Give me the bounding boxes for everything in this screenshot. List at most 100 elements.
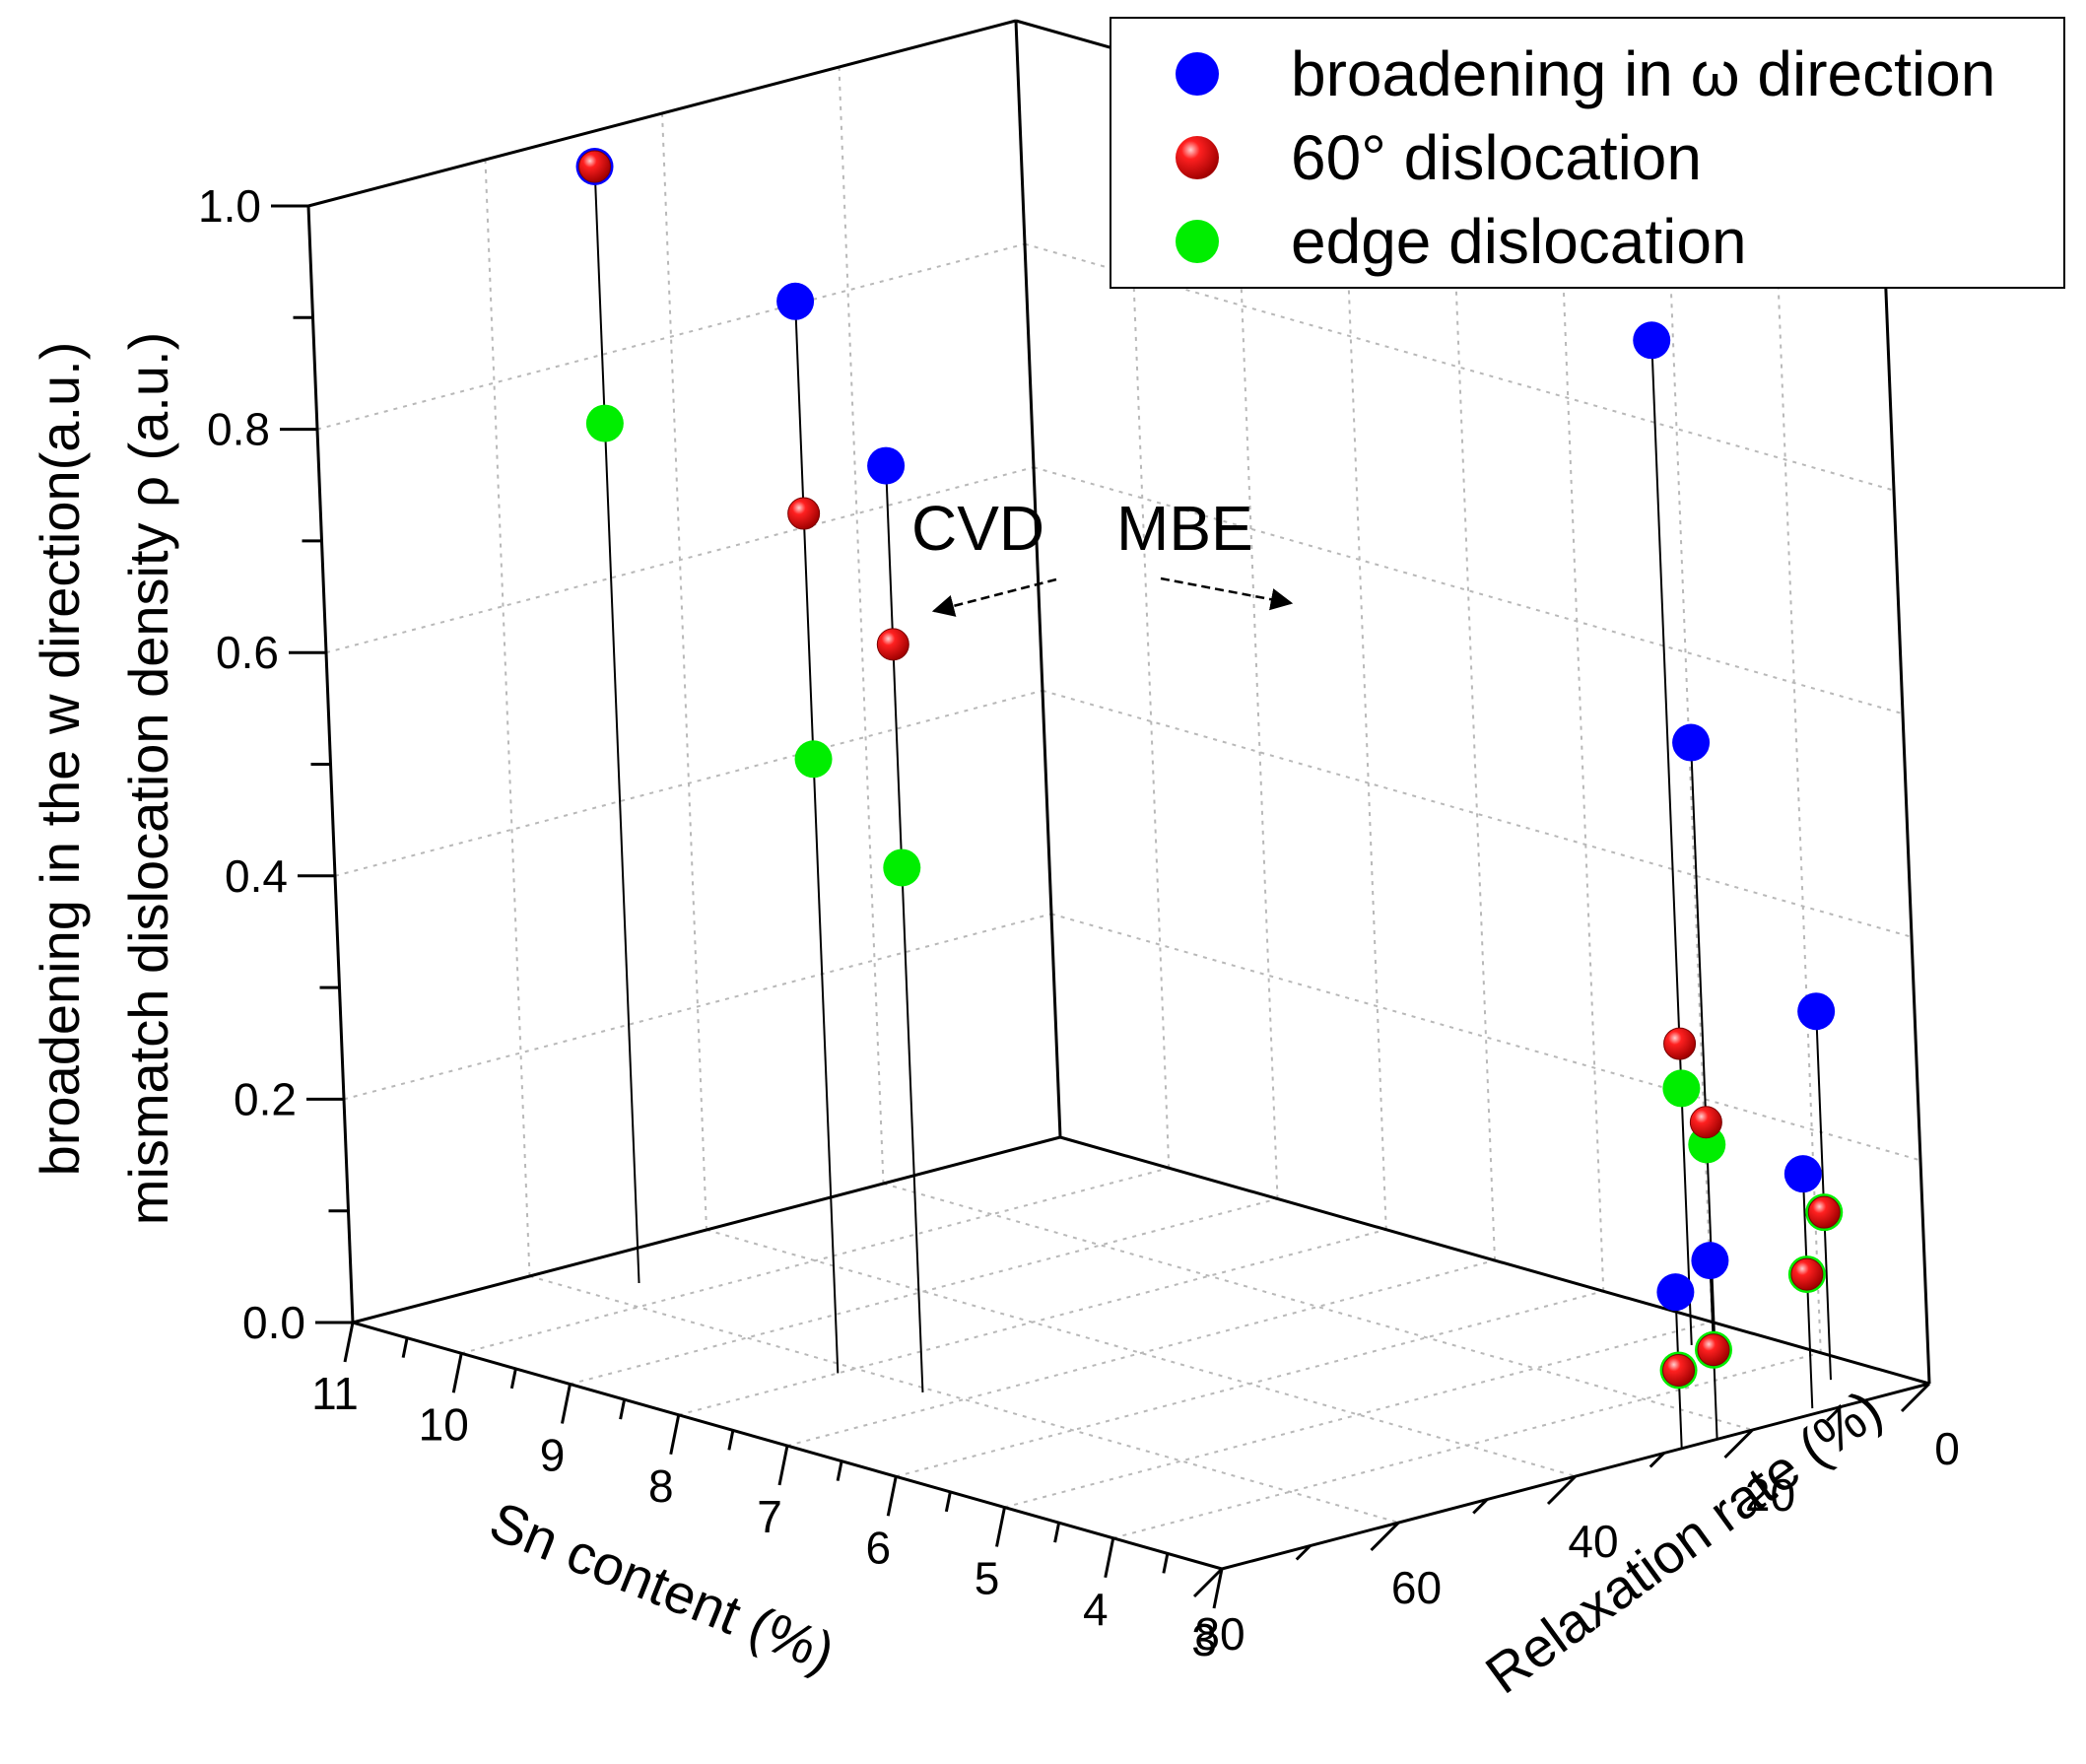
broadening-point bbox=[1633, 321, 1671, 360]
x-tick bbox=[995, 1507, 1006, 1547]
broadening-point bbox=[1691, 1242, 1729, 1280]
x-tick bbox=[669, 1414, 681, 1456]
x-tick bbox=[1212, 1568, 1224, 1609]
legend-box bbox=[1110, 17, 2065, 289]
60-dislocation-point bbox=[787, 497, 821, 530]
60-dislocation-point bbox=[1662, 1353, 1696, 1387]
60-dislocation-point bbox=[1790, 1257, 1824, 1291]
back-corner-edge bbox=[1014, 20, 1062, 1138]
y-tick-label: 0 bbox=[1934, 1423, 1960, 1474]
x-tick-label: 6 bbox=[865, 1522, 891, 1573]
y-tick bbox=[1900, 1382, 1931, 1413]
x-tick-label: 4 bbox=[1083, 1584, 1109, 1635]
y-tick bbox=[1370, 1521, 1400, 1552]
mbe-annotation: MBE bbox=[1116, 493, 1253, 564]
broadening-point bbox=[1672, 723, 1711, 762]
edge-dislocation-point bbox=[883, 848, 921, 887]
drop-line bbox=[885, 465, 924, 1393]
z-tick-label: 0.2 bbox=[234, 1073, 297, 1124]
z-axis-title-line1: broadening in the w direction(a.u.) bbox=[29, 342, 91, 1177]
cvd-arrow bbox=[931, 577, 1057, 617]
x-tick-label: 11 bbox=[311, 1368, 359, 1419]
y-minor-tick bbox=[1472, 1498, 1489, 1515]
60-dislocation-point bbox=[1697, 1333, 1730, 1367]
left-wall-grid-relax bbox=[661, 112, 707, 1231]
x-minor-tick bbox=[727, 1430, 735, 1451]
x-tick bbox=[561, 1384, 572, 1424]
y-minor-tick bbox=[1649, 1452, 1665, 1468]
y-tick-label: 80 bbox=[1194, 1608, 1245, 1660]
z-tick-label: 0.4 bbox=[225, 850, 288, 902]
y-tick bbox=[1546, 1474, 1578, 1506]
left-wall-grid-z bbox=[325, 466, 1035, 654]
axis-ticks: 0.0 0.2 0.4 0.6 0.8 1.0 11 10 9 8 7 6 5 4 3 0 20 40 60 80 bbox=[198, 180, 1960, 1665]
left-wall-grid-relax bbox=[838, 66, 885, 1185]
legend-marker-60-dislocation bbox=[1176, 136, 1219, 179]
floor-grid-sn bbox=[460, 1167, 1170, 1355]
y-minor-tick bbox=[1295, 1544, 1312, 1561]
floor-grid-relax bbox=[883, 1183, 1753, 1431]
floor-grid-sn bbox=[1004, 1321, 1713, 1509]
floor-grid-relax bbox=[529, 1275, 1399, 1524]
y-tick bbox=[1192, 1567, 1224, 1598]
drop-lines bbox=[593, 166, 1832, 1449]
y-minor-tick bbox=[1826, 1405, 1843, 1422]
back-wall-grid-sn bbox=[1558, 174, 1605, 1292]
x-tick-label: 3 bbox=[1191, 1614, 1217, 1665]
x-tick-label: 10 bbox=[419, 1398, 469, 1450]
broadening-point bbox=[1656, 1273, 1695, 1312]
x-tick-label: 7 bbox=[757, 1491, 782, 1542]
z-tick-label: 0.6 bbox=[216, 627, 279, 678]
x-tick-label: 9 bbox=[540, 1430, 566, 1481]
legend: broadening in ω direction 60° dislocatio… bbox=[1110, 17, 2065, 289]
legend-marker-edge-dislocation bbox=[1176, 220, 1219, 263]
broadening-point bbox=[867, 446, 906, 485]
z-axis-title-line2: mismatch dislocation density ρ (a.u.) bbox=[117, 332, 179, 1225]
legend-label-60-dislocation: 60° dislocation bbox=[1291, 122, 1702, 193]
floor-edge-left bbox=[352, 1135, 1061, 1324]
drop-line bbox=[794, 301, 840, 1374]
60-dislocation-point bbox=[578, 150, 612, 183]
broadening-point bbox=[1783, 1155, 1822, 1193]
drop-line bbox=[593, 166, 640, 1284]
mbe-arrow bbox=[1160, 577, 1294, 611]
x-minor-tick bbox=[619, 1398, 627, 1420]
60-dislocation-point bbox=[876, 628, 909, 661]
x-tick bbox=[777, 1445, 789, 1486]
floor-edge-back bbox=[1059, 1135, 1930, 1386]
60-dislocation-point bbox=[1807, 1195, 1841, 1229]
x-minor-tick bbox=[509, 1368, 517, 1390]
x-tick bbox=[343, 1322, 355, 1363]
y-tick-label: 20 bbox=[1745, 1469, 1795, 1521]
x-tick bbox=[886, 1475, 898, 1517]
edge-dislocation-point bbox=[1662, 1069, 1701, 1108]
60-dislocation-point bbox=[1663, 1027, 1697, 1060]
x-minor-tick bbox=[1053, 1522, 1061, 1543]
top-edge-left bbox=[307, 19, 1017, 208]
x-tick-label: 5 bbox=[975, 1553, 1000, 1604]
drop-line bbox=[1650, 340, 1693, 1346]
left-wall-grid-z bbox=[316, 242, 1026, 431]
z-tick-label: 0.8 bbox=[207, 404, 270, 455]
legend-label-broadening: broadening in ω direction bbox=[1291, 38, 1995, 109]
back-wall-grid-z bbox=[1042, 689, 1913, 938]
floor-grid-sn bbox=[570, 1197, 1278, 1386]
x-minor-tick bbox=[401, 1337, 409, 1358]
x-tick-label: 8 bbox=[648, 1460, 674, 1512]
back-wall-grid-sn bbox=[1449, 143, 1496, 1261]
left-wall-grid-z bbox=[334, 689, 1043, 877]
back-wall-grid-z bbox=[1033, 466, 1904, 715]
left-wall-grid-relax bbox=[484, 159, 531, 1277]
y-axis-title: Relaxation rate (%) bbox=[1474, 1378, 1893, 1706]
back-right-edge bbox=[1883, 266, 1931, 1385]
floor-grid-relax bbox=[706, 1229, 1577, 1477]
x-tick bbox=[1104, 1537, 1115, 1579]
edge-dislocation-point bbox=[585, 404, 624, 442]
z-tick-label: 0.0 bbox=[242, 1297, 305, 1348]
legend-label-edge-dislocation: edge dislocation bbox=[1291, 206, 1747, 277]
data-points bbox=[575, 148, 1844, 1390]
x-minor-tick bbox=[944, 1491, 952, 1513]
floor-grid-sn bbox=[786, 1259, 1496, 1447]
cvd-annotation: CVD bbox=[911, 493, 1044, 564]
